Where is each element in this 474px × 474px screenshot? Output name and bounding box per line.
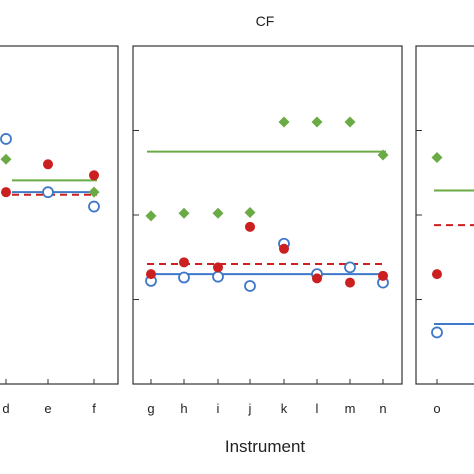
green-point bbox=[0, 153, 12, 165]
red-point bbox=[345, 277, 355, 288]
x-tick-label: k bbox=[281, 401, 288, 416]
blue-point bbox=[431, 326, 443, 339]
green-point bbox=[311, 116, 323, 128]
x-tick-label: l bbox=[316, 401, 319, 416]
blue-point bbox=[344, 261, 356, 274]
panel-2: CF g h i j k l m n bbox=[132, 13, 403, 416]
x-tick-label: j bbox=[248, 401, 252, 416]
green-point bbox=[145, 210, 157, 222]
panel-frame bbox=[415, 45, 474, 385]
blue-point bbox=[88, 200, 100, 213]
red-point bbox=[245, 221, 255, 232]
red-point bbox=[146, 269, 156, 280]
x-axis-label: Instrument bbox=[225, 437, 306, 456]
green-point bbox=[377, 149, 389, 161]
blue-point bbox=[178, 271, 190, 284]
x-tick-label: i bbox=[217, 401, 220, 416]
red-point bbox=[179, 257, 189, 268]
panel-title: CF bbox=[256, 13, 275, 29]
red-point bbox=[378, 270, 388, 281]
green-point bbox=[88, 186, 100, 198]
blue-point bbox=[212, 270, 224, 283]
x-tick-label: g bbox=[147, 401, 154, 416]
green-point bbox=[431, 152, 443, 164]
red-point bbox=[43, 159, 53, 170]
green-point bbox=[178, 207, 190, 219]
blue-point bbox=[42, 186, 54, 199]
panel-1: d e f bbox=[0, 45, 119, 416]
x-tick-label: f bbox=[92, 401, 96, 416]
red-point bbox=[89, 170, 99, 181]
panel-3: o bbox=[415, 45, 474, 416]
x-tick-label: n bbox=[379, 401, 386, 416]
panel-frame bbox=[0, 45, 119, 385]
x-tick-label: e bbox=[44, 401, 51, 416]
green-point bbox=[344, 116, 356, 128]
x-tick-label: d bbox=[2, 401, 9, 416]
x-tick-label: o bbox=[433, 401, 440, 416]
red-point bbox=[213, 262, 223, 273]
green-point bbox=[212, 207, 224, 219]
red-point bbox=[1, 187, 11, 198]
blue-point bbox=[0, 133, 12, 145]
red-point bbox=[432, 269, 442, 280]
x-tick-label: h bbox=[180, 401, 187, 416]
red-point bbox=[279, 243, 289, 254]
x-tick-label: m bbox=[345, 401, 356, 416]
green-point bbox=[244, 206, 256, 218]
red-point bbox=[312, 273, 322, 284]
green-point bbox=[278, 116, 290, 128]
panel-frame bbox=[132, 45, 403, 385]
blue-point bbox=[244, 280, 256, 292]
